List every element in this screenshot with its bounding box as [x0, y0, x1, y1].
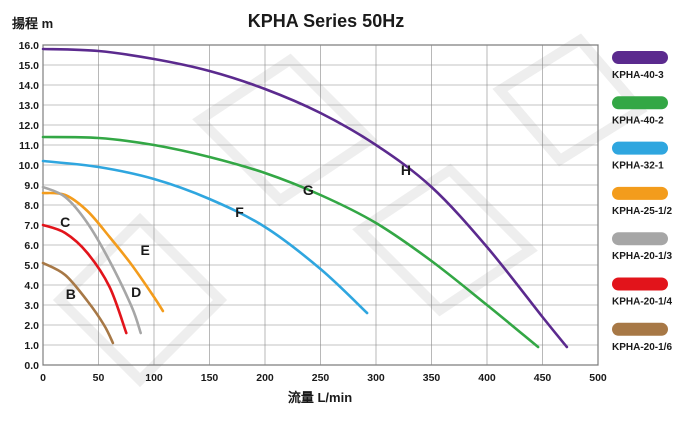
y-tick-label: 13.0 — [19, 100, 40, 112]
y-tick-label: 9.0 — [24, 180, 39, 192]
series-line-kpha-25-1-2 — [41, 191, 165, 313]
legend-swatch-kpha-40-2 — [612, 96, 668, 110]
y-tick-labels: 0.0 1.0 2.0 3.0 4.0 5.0 6.0 7.0 8.0 9.0 10.0 11.0 12… — [19, 40, 40, 372]
curve-label-kpha-25-1-2: E — [140, 242, 149, 258]
y-tick-label: 16.0 — [19, 40, 40, 52]
watermark-shape — [352, 163, 538, 317]
legend-label-kpha-20-1-3: KPHA-20-1/3 — [612, 251, 672, 262]
y-tick-label: 7.0 — [24, 220, 39, 232]
legend-swatch-kpha-40-3 — [612, 51, 668, 64]
x-tick-label: 0 — [40, 372, 46, 384]
y-tick-label: 10.0 — [19, 160, 40, 172]
x-tick-label: 300 — [367, 372, 385, 384]
y-tick-label: 8.0 — [24, 200, 39, 212]
watermark — [52, 33, 648, 388]
series-line-kpha-20-1-4 — [41, 223, 128, 335]
y-tick-label: 1.0 — [24, 340, 39, 352]
legend: KPHA-40-3 KPHA-40-2 KPHA-32-1 KPHA-25-1/2 KP… — [612, 51, 672, 353]
y-tick-label: 0.0 — [24, 360, 39, 372]
series-line-kpha-32-1 — [41, 159, 369, 315]
legend-swatch-kpha-20-1-3 — [612, 232, 668, 246]
x-tick-label: 50 — [93, 372, 105, 384]
x-tick-label: 200 — [256, 372, 274, 384]
chart-title: KPHA Series 50Hz — [248, 11, 404, 31]
y-tick-label: 6.0 — [24, 240, 39, 252]
series-line-kpha-40-3 — [41, 47, 569, 349]
legend-label-kpha-40-2: KPHA-40-2 — [612, 115, 664, 126]
watermark-shape — [52, 212, 228, 388]
y-tick-label: 5.0 — [24, 260, 39, 272]
watermark-shape — [492, 33, 648, 167]
series-line-kpha-40-2 — [41, 135, 540, 349]
y-tick-label: 11.0 — [19, 140, 39, 152]
legend-swatch-kpha-20-1-6 — [612, 322, 668, 336]
legend-swatch-kpha-20-1-4 — [612, 277, 668, 291]
y-tick-label: 3.0 — [24, 300, 39, 312]
series-line-kpha-20-1-3 — [41, 185, 142, 335]
x-tick-label: 500 — [589, 372, 607, 384]
legend-swatch-kpha-25-1-2 — [612, 186, 668, 200]
series-line-kpha-20-1-6 — [41, 261, 115, 345]
legend-label-kpha-32-1: KPHA-32-1 — [612, 161, 664, 172]
curve-label-kpha-32-1: F — [235, 204, 244, 220]
x-tick-label: 150 — [201, 372, 219, 384]
x-tick-label: 450 — [534, 372, 552, 384]
legend-swatch-kpha-32-1 — [612, 141, 668, 155]
grid — [42, 44, 599, 366]
curve-label-kpha-20-1-6: B — [66, 286, 76, 302]
x-tick-label: 400 — [478, 372, 496, 384]
x-axis-label: 流量 L/min — [288, 390, 352, 405]
curve-label-kpha-20-1-3: D — [131, 284, 141, 300]
y-tick-label: 15.0 — [19, 60, 40, 72]
series-layer: H G F E D C B — [41, 47, 569, 349]
y-tick-label: 14.0 — [19, 80, 40, 92]
x-tick-label: 350 — [423, 372, 441, 384]
y-tick-label: 12.0 — [19, 120, 40, 132]
legend-label-kpha-20-1-6: KPHA-20-1/6 — [612, 342, 672, 353]
x-tick-label: 100 — [145, 372, 163, 384]
x-tick-labels: 0 50 100 150 200 250 300 350 400 450 500 — [40, 372, 607, 384]
curve-label-kpha-40-2: G — [303, 182, 314, 198]
x-tick-label: 250 — [312, 372, 330, 384]
y-tick-label: 2.0 — [24, 320, 39, 332]
legend-label-kpha-40-3: KPHA-40-3 — [612, 70, 664, 81]
curve-label-kpha-20-1-4: C — [60, 214, 70, 230]
legend-label-kpha-20-1-4: KPHA-20-1/4 — [612, 297, 672, 308]
y-tick-label: 4.0 — [24, 280, 39, 292]
legend-label-kpha-25-1-2: KPHA-25-1/2 — [612, 206, 672, 217]
y-axis-label: 揚程 m — [12, 16, 53, 31]
curve-label-kpha-40-3: H — [401, 162, 411, 178]
